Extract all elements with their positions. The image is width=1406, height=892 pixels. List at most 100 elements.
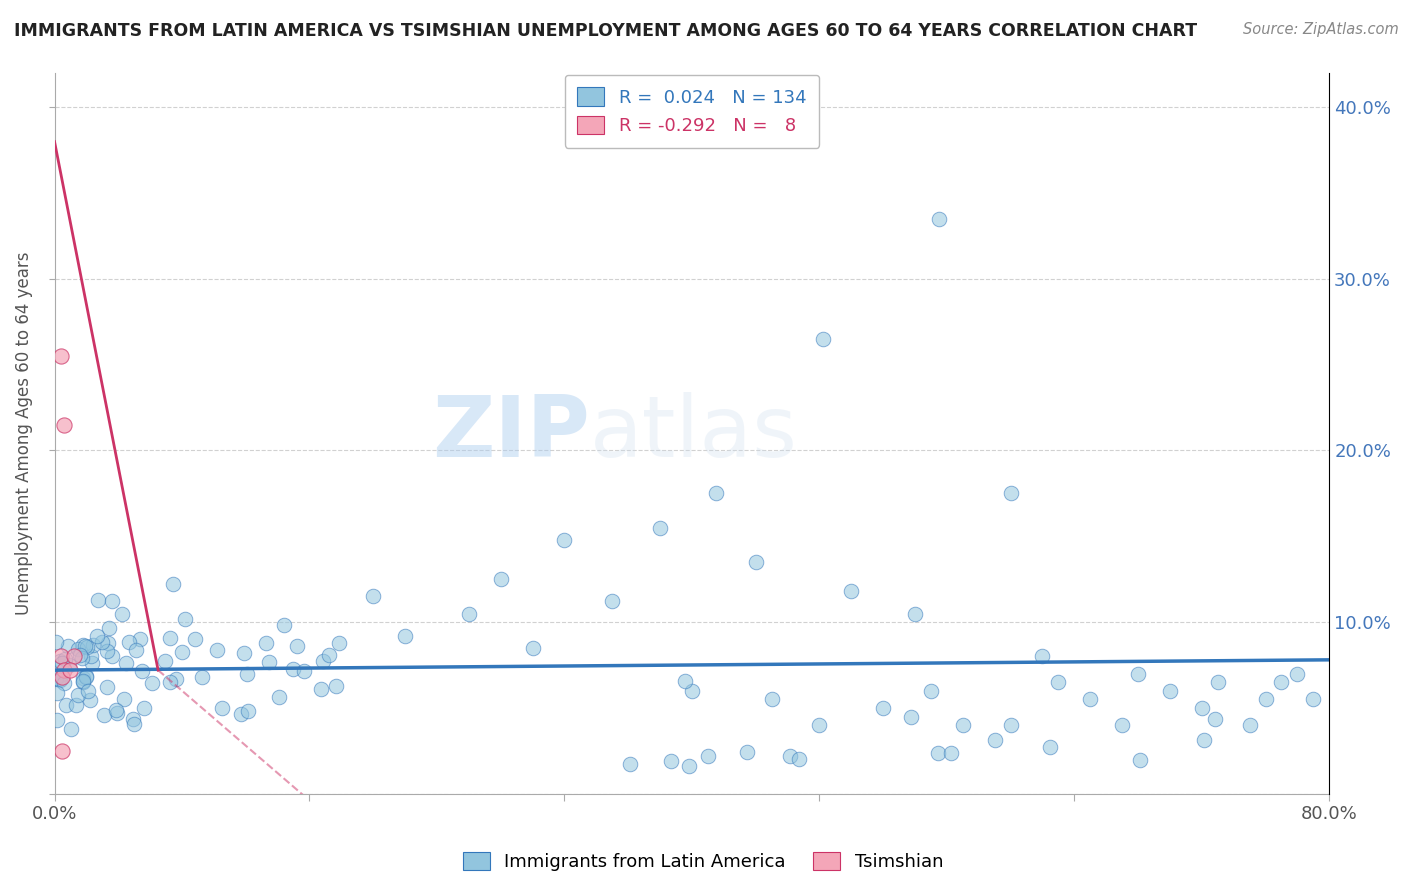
Point — [1031, 649, 1053, 664]
Point — [49, 349, 72, 363]
Point — [673, 674, 696, 689]
Point — [1302, 692, 1324, 706]
Point — [53, 417, 76, 432]
Point — [51, 670, 73, 684]
Point — [98, 622, 121, 636]
Point — [62, 649, 84, 664]
Point — [232, 646, 254, 660]
Point — [48, 667, 70, 681]
Point — [70, 651, 93, 665]
Point — [45, 635, 67, 649]
Point — [128, 632, 150, 647]
Point — [101, 648, 124, 663]
Point — [257, 656, 280, 670]
Point — [58, 658, 80, 673]
Point — [75, 640, 97, 654]
Point — [122, 712, 145, 726]
Point — [952, 718, 974, 732]
Point — [60, 722, 83, 736]
Point — [787, 752, 810, 766]
Point — [72, 675, 94, 690]
Point — [87, 593, 110, 607]
Point — [872, 701, 894, 715]
Point — [49, 654, 72, 668]
Point — [318, 648, 340, 662]
Point — [939, 746, 962, 760]
Point — [236, 704, 259, 718]
Point — [124, 717, 146, 731]
Point — [69, 648, 91, 662]
Point — [267, 690, 290, 705]
Point — [115, 656, 138, 670]
Point — [211, 701, 233, 715]
Point — [51, 656, 73, 670]
Point — [174, 612, 197, 626]
Point — [1039, 739, 1062, 754]
Point — [1204, 712, 1226, 726]
Point — [704, 486, 727, 500]
Point — [619, 757, 641, 772]
Point — [96, 680, 118, 694]
Point — [273, 617, 295, 632]
Point — [983, 733, 1005, 747]
Point — [184, 632, 207, 646]
Point — [79, 692, 101, 706]
Point — [312, 655, 335, 669]
Point — [162, 577, 184, 591]
Point — [86, 629, 108, 643]
Point — [97, 636, 120, 650]
Point — [254, 636, 277, 650]
Legend: Immigrants from Latin America, Tsimshian: Immigrants from Latin America, Tsimshian — [456, 845, 950, 879]
Point — [111, 607, 134, 621]
Point — [811, 332, 834, 346]
Point — [46, 713, 69, 727]
Point — [191, 670, 214, 684]
Point — [1192, 733, 1215, 747]
Point — [920, 683, 942, 698]
Point — [1286, 666, 1309, 681]
Point — [292, 664, 315, 678]
Point — [134, 701, 156, 715]
Point — [394, 629, 416, 643]
Point — [46, 686, 69, 700]
Point — [55, 698, 77, 712]
Point — [457, 607, 479, 621]
Point — [1126, 666, 1149, 681]
Point — [285, 639, 308, 653]
Legend: R =  0.024   N = 134, R = -0.292   N =   8: R = 0.024 N = 134, R = -0.292 N = 8 — [565, 75, 820, 148]
Point — [236, 667, 259, 681]
Point — [1159, 683, 1181, 698]
Point — [118, 635, 141, 649]
Point — [105, 706, 128, 720]
Point — [229, 707, 252, 722]
Point — [744, 555, 766, 569]
Point — [900, 710, 922, 724]
Point — [75, 669, 97, 683]
Text: IMMIGRANTS FROM LATIN AMERICA VS TSIMSHIAN UNEMPLOYMENT AMONG AGES 60 TO 64 YEAR: IMMIGRANTS FROM LATIN AMERICA VS TSIMSHI… — [14, 22, 1197, 40]
Y-axis label: Unemployment Among Ages 60 to 64 years: Unemployment Among Ages 60 to 64 years — [15, 252, 32, 615]
Point — [1206, 675, 1229, 690]
Point — [600, 594, 623, 608]
Point — [761, 692, 783, 706]
Point — [45, 671, 67, 685]
Point — [361, 590, 384, 604]
Point — [159, 631, 181, 645]
Point — [72, 671, 94, 685]
Point — [1270, 675, 1292, 690]
Point — [281, 662, 304, 676]
Point — [53, 652, 76, 666]
Point — [1239, 718, 1261, 732]
Point — [125, 643, 148, 657]
Point — [75, 669, 97, 683]
Point — [76, 640, 98, 654]
Point — [153, 654, 176, 668]
Point — [141, 675, 163, 690]
Text: atlas: atlas — [591, 392, 799, 475]
Point — [77, 684, 100, 698]
Point — [112, 692, 135, 706]
Point — [839, 584, 862, 599]
Point — [165, 672, 187, 686]
Point — [96, 644, 118, 658]
Point — [101, 594, 124, 608]
Point — [1191, 701, 1213, 715]
